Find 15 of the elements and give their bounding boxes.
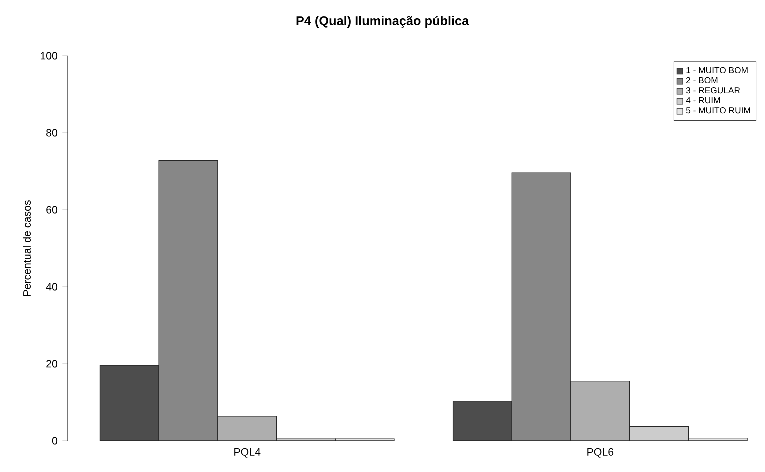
x-tick-label: PQL4 — [234, 448, 261, 458]
legend-label: 2 - BOM — [686, 77, 718, 84]
x-tick-label: PQL6 — [588, 448, 614, 458]
legend-label: 1 - MUITO BOM — [686, 67, 748, 74]
y-tick-label: 100 — [40, 52, 58, 60]
y-axis-title: Percentual de casos — [23, 200, 32, 296]
y-tick-label: 40 — [46, 283, 58, 291]
y-tick-label: 0 — [52, 437, 58, 445]
y-tick-label: 20 — [46, 360, 58, 368]
chart-title: P4 (Qual) Iluminação pública — [296, 16, 470, 28]
legend-label: 4 - RUIM — [686, 98, 720, 104]
legend-label: 5 - MUITO RUIM — [686, 108, 750, 114]
y-tick-label: 80 — [46, 129, 58, 137]
y-tick-label: 60 — [46, 206, 58, 214]
legend-label: 3 - REGULAR — [686, 87, 740, 94]
